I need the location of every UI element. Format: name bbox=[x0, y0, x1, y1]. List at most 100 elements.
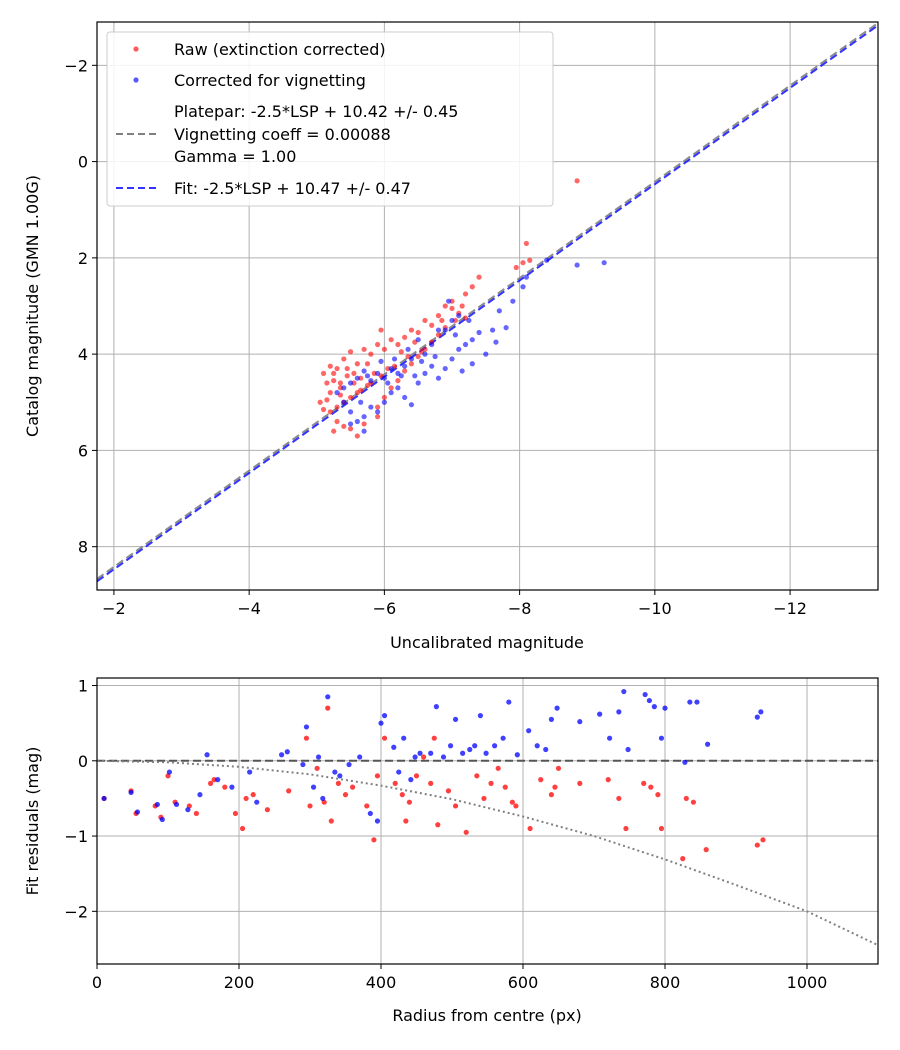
bottom-point-raw bbox=[513, 803, 519, 809]
top-point-raw bbox=[327, 409, 333, 415]
bottom-point-raw bbox=[428, 780, 434, 786]
top-x-tick-label: −4 bbox=[237, 599, 261, 618]
top-point-raw bbox=[344, 365, 350, 372]
top-point-corrected bbox=[523, 274, 529, 280]
bottom-point-corrected bbox=[367, 810, 373, 817]
top-point-raw bbox=[331, 370, 337, 376]
top-point-raw bbox=[358, 387, 364, 393]
bottom-point-raw bbox=[548, 792, 555, 798]
top-point-corrected bbox=[429, 341, 435, 348]
bottom-point-raw bbox=[690, 799, 697, 805]
top-point-corrected bbox=[422, 370, 428, 376]
top-point-raw bbox=[320, 370, 327, 376]
top-point-corrected bbox=[456, 346, 462, 352]
bottom-point-corrected bbox=[215, 777, 221, 783]
bottom-point-corrected bbox=[332, 769, 338, 775]
top-y-tick-label: 8 bbox=[78, 538, 88, 557]
top-point-corrected bbox=[354, 375, 360, 381]
bottom-point-raw bbox=[452, 803, 459, 809]
bottom-point-corrected bbox=[705, 741, 711, 747]
bottom-point-corrected bbox=[279, 752, 285, 758]
bottom-point-raw bbox=[463, 829, 469, 835]
bottom-point-raw bbox=[435, 822, 441, 828]
bottom-point-raw bbox=[555, 765, 562, 771]
legend: Raw (extinction corrected) Corrected for… bbox=[106, 31, 554, 207]
top-point-corrected bbox=[435, 375, 442, 381]
top-point-corrected bbox=[422, 351, 428, 357]
bottom-point-corrected bbox=[254, 799, 260, 805]
legend-label-vignetting: Vignetting coeff = 0.00088 bbox=[174, 125, 391, 144]
top-point-corrected bbox=[452, 332, 458, 338]
bottom-point-corrected bbox=[325, 694, 331, 700]
top-point-raw bbox=[334, 365, 340, 372]
top-point-raw bbox=[324, 380, 330, 386]
top-point-raw bbox=[334, 418, 340, 425]
top-point-raw bbox=[347, 394, 354, 401]
top-point-corrected bbox=[368, 378, 374, 384]
bottom-point-raw bbox=[374, 773, 381, 779]
bottom-point-corrected bbox=[467, 746, 473, 753]
top-point-corrected bbox=[402, 394, 408, 401]
top-point-corrected bbox=[347, 409, 354, 415]
bottom-point-corrected bbox=[204, 752, 210, 758]
bottom-point-raw bbox=[208, 780, 214, 786]
top-point-corrected bbox=[544, 257, 550, 263]
top-x-tick-label: −6 bbox=[373, 599, 397, 618]
bottom-point-corrected bbox=[337, 773, 343, 779]
bottom-point-raw bbox=[481, 795, 487, 802]
bottom-point-raw bbox=[502, 784, 508, 790]
top-point-raw bbox=[381, 394, 387, 401]
top-point-raw bbox=[347, 349, 354, 355]
bottom-point-corrected bbox=[548, 716, 555, 722]
bottom-point-raw bbox=[760, 837, 766, 843]
bottom-point-raw bbox=[703, 847, 709, 853]
bottom-point-corrected bbox=[452, 716, 459, 722]
bottom-x-tick-label: 400 bbox=[366, 973, 397, 992]
bottom-plot-frame bbox=[96, 677, 879, 965]
bottom-point-corrected bbox=[417, 750, 423, 756]
top-point-corrected bbox=[361, 414, 367, 420]
bottom-point-corrected bbox=[320, 795, 326, 802]
bottom-point-corrected bbox=[378, 720, 384, 726]
top-point-corrected bbox=[385, 380, 391, 386]
top-point-raw bbox=[398, 349, 404, 355]
bottom-point-raw bbox=[222, 784, 228, 790]
bottom-point-raw bbox=[243, 795, 249, 802]
top-point-corrected bbox=[405, 346, 411, 352]
top-point-raw bbox=[354, 361, 360, 367]
bottom-y-ticks: 1 0 −1 −2 bbox=[64, 677, 97, 921]
top-point-corrected bbox=[364, 373, 371, 379]
bottom-point-raw bbox=[605, 777, 611, 783]
top-point-raw bbox=[347, 426, 354, 432]
bottom-x-tick-label: 600 bbox=[508, 973, 539, 992]
bottom-point-raw bbox=[488, 780, 494, 786]
top-fit-lines bbox=[97, 22, 878, 583]
top-point-raw bbox=[408, 361, 415, 367]
top-point-corrected bbox=[354, 418, 360, 425]
top-point-corrected bbox=[442, 327, 448, 333]
top-point-corrected bbox=[489, 327, 496, 333]
bottom-x-ticks: 0 200 400 600 800 1000 bbox=[92, 964, 827, 992]
top-point-corrected bbox=[334, 390, 340, 396]
bottom-point-raw bbox=[307, 803, 313, 809]
bottom-point-corrected bbox=[440, 754, 447, 760]
bottom-point-corrected bbox=[391, 744, 397, 750]
top-point-raw bbox=[334, 404, 340, 410]
legend-label-corrected: Corrected for vignetting bbox=[174, 71, 366, 90]
bottom-point-raw bbox=[683, 795, 689, 802]
bottom-point-corrected bbox=[534, 743, 540, 749]
bottom-panel: 0 200 400 600 800 1000 1 0 −1 −2 Radius from cen… bbox=[23, 677, 879, 1025]
bottom-point-raw bbox=[406, 799, 412, 805]
top-point-raw bbox=[320, 406, 327, 413]
bottom-point-raw bbox=[552, 784, 558, 790]
bottom-point-corrected bbox=[577, 719, 583, 725]
bottom-point-corrected bbox=[621, 688, 627, 695]
top-y-tick-label: −2 bbox=[64, 56, 88, 75]
top-point-raw bbox=[331, 378, 337, 384]
top-point-corrected bbox=[435, 327, 442, 333]
top-point-corrected bbox=[375, 370, 381, 376]
top-point-raw bbox=[402, 334, 408, 340]
top-point-raw bbox=[388, 337, 394, 343]
legend-marker-corrected bbox=[133, 77, 139, 83]
bottom-x-tick-label: 1000 bbox=[787, 973, 828, 992]
